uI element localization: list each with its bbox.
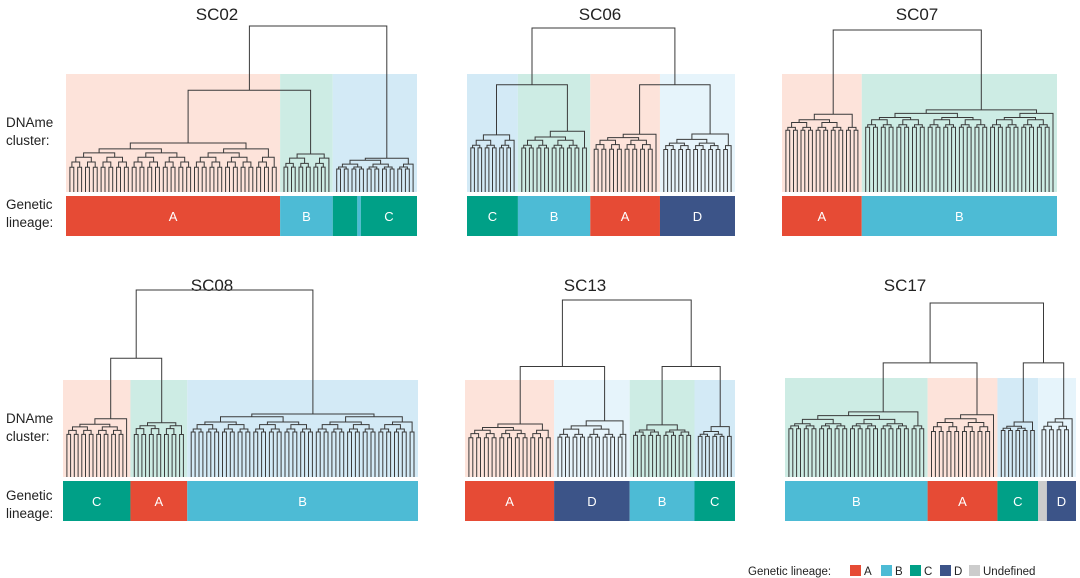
lineage-segment bbox=[63, 481, 131, 521]
lineage-segment bbox=[1038, 481, 1047, 521]
legend-label-d: D bbox=[954, 566, 962, 578]
lineage-segment-label: C bbox=[1013, 494, 1022, 509]
panel-title-sc07: SC07 bbox=[896, 5, 939, 24]
lineage-segment bbox=[66, 196, 281, 236]
legend-swatch-undefined bbox=[969, 565, 980, 576]
panel-title-sc17: SC17 bbox=[884, 276, 927, 295]
lineage-segment bbox=[130, 481, 188, 521]
lineage-segment-label: B bbox=[955, 209, 964, 224]
lineage-segment-label: C bbox=[384, 209, 393, 224]
lineage-segment bbox=[590, 196, 660, 236]
panel-sc07: SC07 A B bbox=[782, 5, 1057, 236]
lineage-segment-label: B bbox=[550, 209, 559, 224]
lineage-segment bbox=[694, 481, 735, 521]
legend-swatch-b bbox=[881, 565, 892, 576]
dendrogram-branches bbox=[785, 29, 1054, 192]
dendrogram-tree bbox=[470, 27, 732, 192]
genetic-label-line2-top: lineage: bbox=[6, 215, 53, 230]
lineage-segment bbox=[659, 196, 735, 236]
lineage-segment-label: B bbox=[298, 494, 307, 509]
legend-swatch-a bbox=[850, 565, 861, 576]
legend-label-a: A bbox=[864, 566, 872, 578]
lineage-segment-label: A bbox=[818, 209, 827, 224]
lineage-segment bbox=[997, 481, 1039, 521]
lineage-segment bbox=[629, 481, 695, 521]
lineage-segment-label: A bbox=[958, 494, 967, 509]
lineage-segment bbox=[360, 196, 417, 236]
dendrogram-branches bbox=[470, 27, 732, 192]
lineage-segment-label: A bbox=[505, 494, 514, 509]
dname-label-line1-bottom: DNAme bbox=[6, 411, 53, 426]
legend-label-b: B bbox=[895, 566, 903, 578]
dname-cluster-band bbox=[517, 74, 591, 192]
dname-label-line2-top: cluster: bbox=[6, 133, 50, 148]
dendrogram-tree bbox=[69, 25, 414, 192]
dname-cluster-band bbox=[782, 74, 862, 192]
dname-cluster-band bbox=[694, 380, 735, 477]
lineage-segment-label: A bbox=[621, 209, 630, 224]
dendrogram-tree bbox=[468, 299, 732, 477]
lineage-segment bbox=[467, 196, 518, 236]
panel-title-sc13: SC13 bbox=[564, 276, 607, 295]
dname-cluster-band bbox=[785, 378, 928, 477]
panel-title-sc02: SC02 bbox=[196, 5, 239, 24]
legend: Genetic lineage: A B C D Undefined bbox=[748, 565, 1035, 578]
panel-title-sc06: SC06 bbox=[579, 5, 622, 24]
lineage-segment-label: C bbox=[92, 494, 101, 509]
legend-title: Genetic lineage: bbox=[748, 566, 831, 578]
dendrogram-branches bbox=[66, 289, 415, 477]
lineage-segment-label: D bbox=[693, 209, 702, 224]
lineage-segment bbox=[782, 196, 862, 236]
dname-label-line1-top: DNAme bbox=[6, 115, 53, 130]
panel-sc08: SC08 C A B bbox=[63, 276, 418, 521]
dendrogram-branches bbox=[468, 299, 732, 477]
lineage-segment-label: B bbox=[658, 494, 667, 509]
lineage-segment bbox=[554, 481, 630, 521]
lineage-segment-label: C bbox=[488, 209, 497, 224]
lineage-segment bbox=[927, 481, 998, 521]
lineage-segment-label: B bbox=[302, 209, 311, 224]
panel-sc06: SC06 C B A D bbox=[467, 5, 735, 236]
dendrogram-branches bbox=[69, 25, 414, 192]
panel-title-sc08: SC08 bbox=[191, 276, 234, 295]
lineage-segment bbox=[357, 196, 361, 236]
dname-cluster-band bbox=[997, 378, 1039, 477]
lineage-segment-label: A bbox=[155, 494, 164, 509]
legend-swatch-c bbox=[910, 565, 921, 576]
genetic-label-line2-bottom: lineage: bbox=[6, 506, 53, 521]
genetic-label-line1-top: Genetic bbox=[6, 197, 53, 212]
lineage-segment bbox=[187, 481, 418, 521]
lineage-segment bbox=[785, 481, 928, 521]
lineage-segment-label: D bbox=[1057, 494, 1066, 509]
legend-label-undefined: Undefined bbox=[983, 566, 1035, 578]
dname-cluster-band bbox=[465, 380, 555, 477]
lineage-segment bbox=[465, 481, 555, 521]
lineage-segment-label: D bbox=[587, 494, 596, 509]
panel-sc17: SC17 B A C D bbox=[785, 276, 1076, 521]
lineage-segment bbox=[861, 196, 1057, 236]
lineage-segment-label: C bbox=[710, 494, 719, 509]
legend-swatch-d bbox=[940, 565, 951, 576]
lineage-segment bbox=[1046, 481, 1076, 521]
lineage-segment-label: B bbox=[852, 494, 861, 509]
lineage-segment bbox=[517, 196, 591, 236]
dname-label-line2-bottom: cluster: bbox=[6, 429, 50, 444]
dendrogram-tree bbox=[785, 29, 1054, 192]
lineage-segment bbox=[280, 196, 333, 236]
genetic-label-line1-bottom: Genetic bbox=[6, 488, 53, 503]
lineage-segment-label: A bbox=[169, 209, 178, 224]
dendrogram-tree bbox=[66, 289, 415, 477]
dendrogram-branches bbox=[788, 302, 1073, 477]
dname-cluster-band bbox=[66, 74, 281, 192]
row-labels: DNAme cluster: Genetic lineage: DNAme cl… bbox=[6, 115, 53, 521]
dendrogram-tree bbox=[788, 302, 1073, 477]
legend-label-c: C bbox=[924, 566, 932, 578]
panel-sc13: SC13 A D B C bbox=[465, 276, 735, 521]
lineage-segment bbox=[332, 196, 358, 236]
panel-sc02: SC02 A B C bbox=[66, 5, 417, 236]
